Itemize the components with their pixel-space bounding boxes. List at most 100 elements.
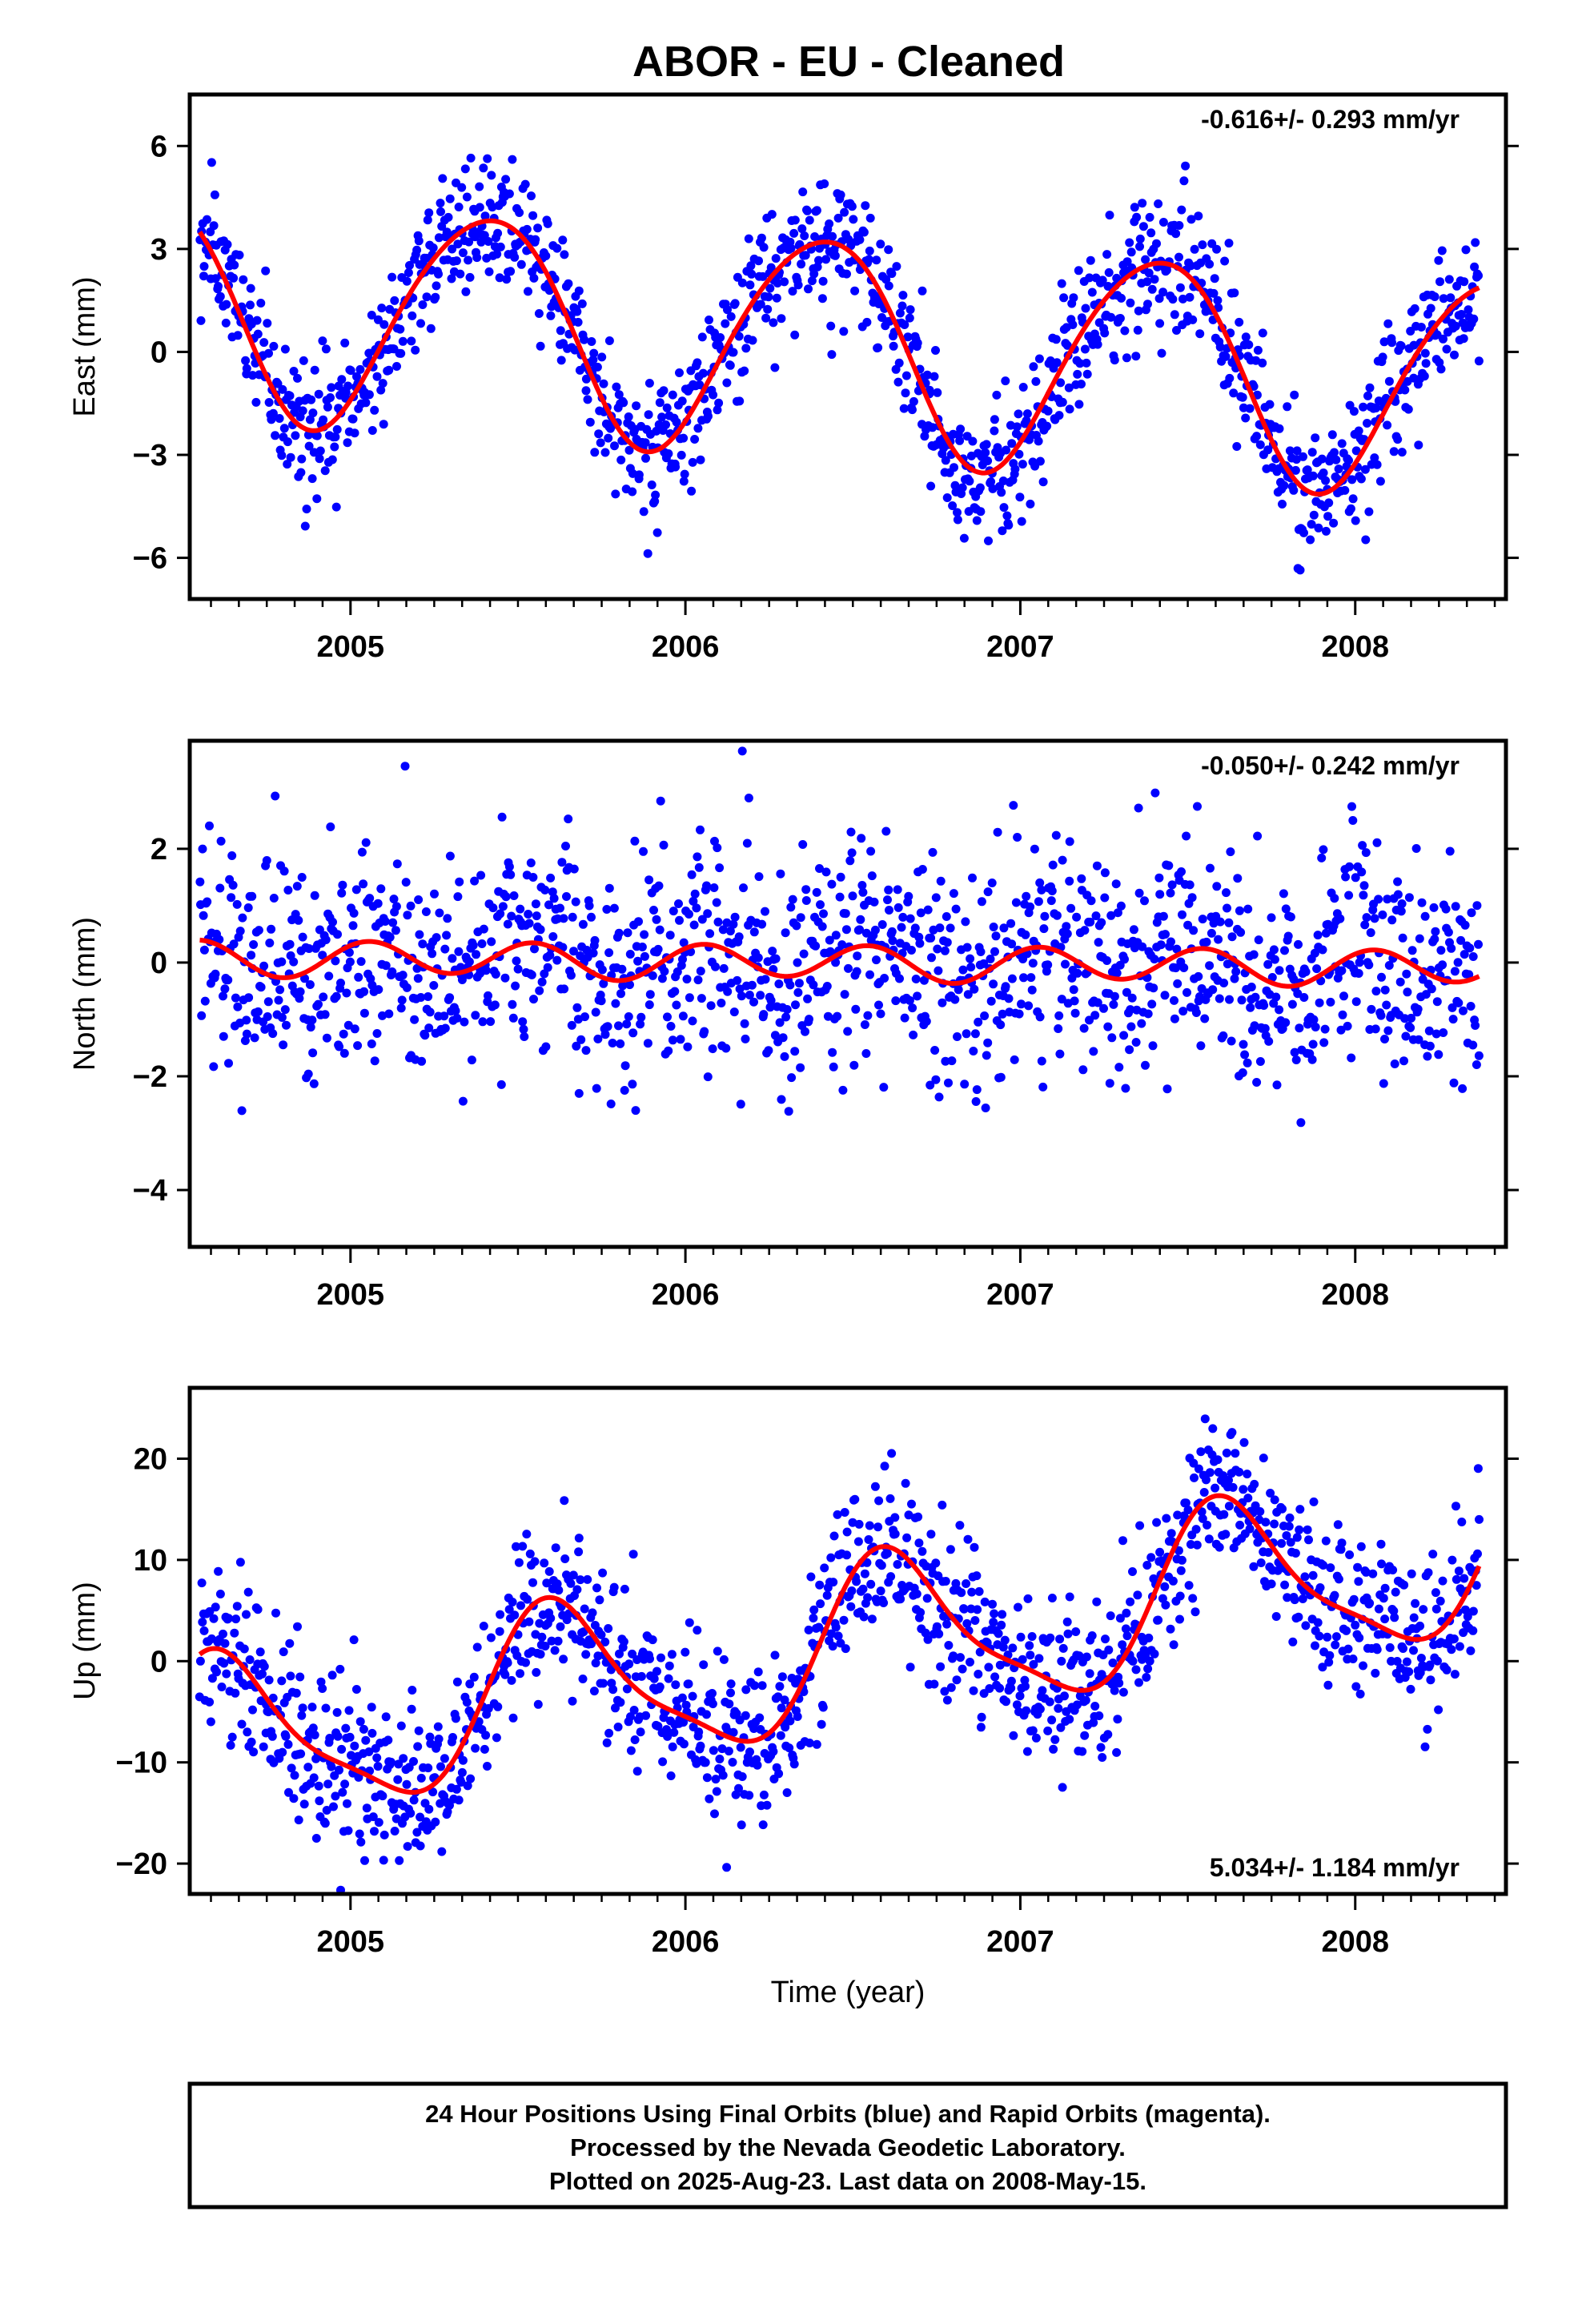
data-point bbox=[1463, 1612, 1472, 1622]
data-point bbox=[812, 887, 821, 897]
data-point bbox=[250, 1033, 259, 1043]
data-point bbox=[977, 1712, 986, 1722]
data-point bbox=[602, 1738, 612, 1747]
data-point bbox=[809, 269, 819, 279]
data-point bbox=[423, 215, 432, 225]
data-point bbox=[389, 895, 399, 904]
data-point bbox=[1383, 1026, 1393, 1035]
data-point bbox=[343, 438, 352, 448]
data-point bbox=[790, 1047, 800, 1056]
data-point bbox=[1351, 997, 1361, 1007]
data-point bbox=[1202, 1475, 1211, 1485]
data-point bbox=[359, 987, 369, 996]
data-point bbox=[1085, 1015, 1094, 1025]
data-point bbox=[495, 273, 504, 283]
data-point bbox=[1200, 1014, 1210, 1023]
data-point bbox=[445, 851, 455, 861]
data-point bbox=[263, 997, 273, 1007]
data-point bbox=[227, 893, 236, 903]
data-point bbox=[1085, 1669, 1094, 1679]
data-point bbox=[734, 1783, 743, 1793]
data-point bbox=[1070, 1008, 1080, 1018]
data-point bbox=[1204, 1534, 1214, 1544]
data-point bbox=[600, 1637, 610, 1647]
data-point bbox=[981, 1104, 990, 1112]
data-point bbox=[950, 995, 960, 1004]
data-point bbox=[712, 1787, 721, 1796]
data-point bbox=[1348, 816, 1358, 825]
data-point bbox=[396, 1003, 406, 1013]
data-point bbox=[1258, 358, 1267, 368]
data-point bbox=[765, 1003, 775, 1012]
data-point bbox=[1365, 1598, 1375, 1608]
data-point bbox=[668, 390, 677, 400]
data-point bbox=[643, 1039, 652, 1048]
data-point bbox=[1390, 1059, 1399, 1068]
data-point bbox=[471, 1011, 480, 1020]
data-point bbox=[770, 1651, 780, 1660]
data-point bbox=[846, 827, 856, 837]
data-point bbox=[320, 1819, 330, 1828]
data-point bbox=[248, 371, 257, 380]
data-point bbox=[940, 946, 950, 955]
data-point bbox=[320, 466, 330, 476]
data-point bbox=[465, 272, 475, 282]
data-point bbox=[880, 974, 889, 983]
data-point bbox=[1343, 1644, 1353, 1654]
data-point bbox=[1371, 1024, 1380, 1034]
data-point bbox=[865, 213, 875, 223]
data-point bbox=[756, 991, 765, 1000]
data-point bbox=[877, 920, 887, 929]
data-point bbox=[377, 304, 387, 313]
data-point bbox=[248, 1705, 257, 1715]
data-point bbox=[1404, 1667, 1414, 1676]
data-point bbox=[398, 336, 408, 346]
data-point bbox=[1468, 1040, 1478, 1050]
data-point bbox=[1177, 867, 1186, 876]
data-point bbox=[814, 1622, 824, 1632]
xtick-label: 2005 bbox=[317, 1925, 385, 1959]
data-point bbox=[1065, 1715, 1074, 1724]
data-point bbox=[1149, 983, 1158, 993]
data-point bbox=[807, 276, 817, 286]
data-point bbox=[435, 908, 444, 918]
data-point bbox=[513, 964, 523, 974]
data-point bbox=[791, 1000, 800, 1010]
data-point bbox=[343, 381, 353, 391]
data-point bbox=[501, 175, 511, 184]
data-point bbox=[655, 925, 665, 935]
data-point bbox=[410, 1015, 420, 1024]
data-point bbox=[948, 501, 958, 510]
data-point bbox=[322, 1033, 331, 1043]
data-point bbox=[609, 1582, 619, 1592]
data-point bbox=[859, 1612, 869, 1622]
data-point bbox=[361, 838, 371, 847]
data-point bbox=[1058, 855, 1067, 865]
data-point bbox=[688, 1691, 697, 1701]
data-point bbox=[740, 366, 749, 376]
data-point bbox=[1148, 1041, 1158, 1051]
data-point bbox=[600, 1030, 610, 1039]
data-point bbox=[199, 911, 208, 920]
data-point bbox=[841, 909, 850, 919]
data-point bbox=[331, 1791, 340, 1801]
data-point bbox=[801, 251, 810, 260]
data-point bbox=[1039, 924, 1049, 934]
ytick-label: 0 bbox=[151, 947, 167, 980]
data-point bbox=[1058, 1643, 1068, 1653]
data-point bbox=[596, 438, 605, 448]
data-point bbox=[438, 174, 448, 183]
data-point bbox=[1315, 1631, 1324, 1641]
data-point bbox=[268, 1029, 278, 1039]
data-point bbox=[381, 1712, 391, 1722]
data-point bbox=[1064, 383, 1074, 392]
data-point bbox=[367, 426, 377, 435]
data-point bbox=[1093, 998, 1102, 1007]
data-point bbox=[580, 1012, 589, 1022]
data-point bbox=[1051, 830, 1061, 840]
data-point bbox=[1112, 1747, 1122, 1757]
data-point bbox=[1227, 1036, 1236, 1046]
data-point bbox=[1311, 1641, 1319, 1651]
data-point bbox=[1202, 937, 1211, 947]
data-point bbox=[1420, 1742, 1430, 1751]
